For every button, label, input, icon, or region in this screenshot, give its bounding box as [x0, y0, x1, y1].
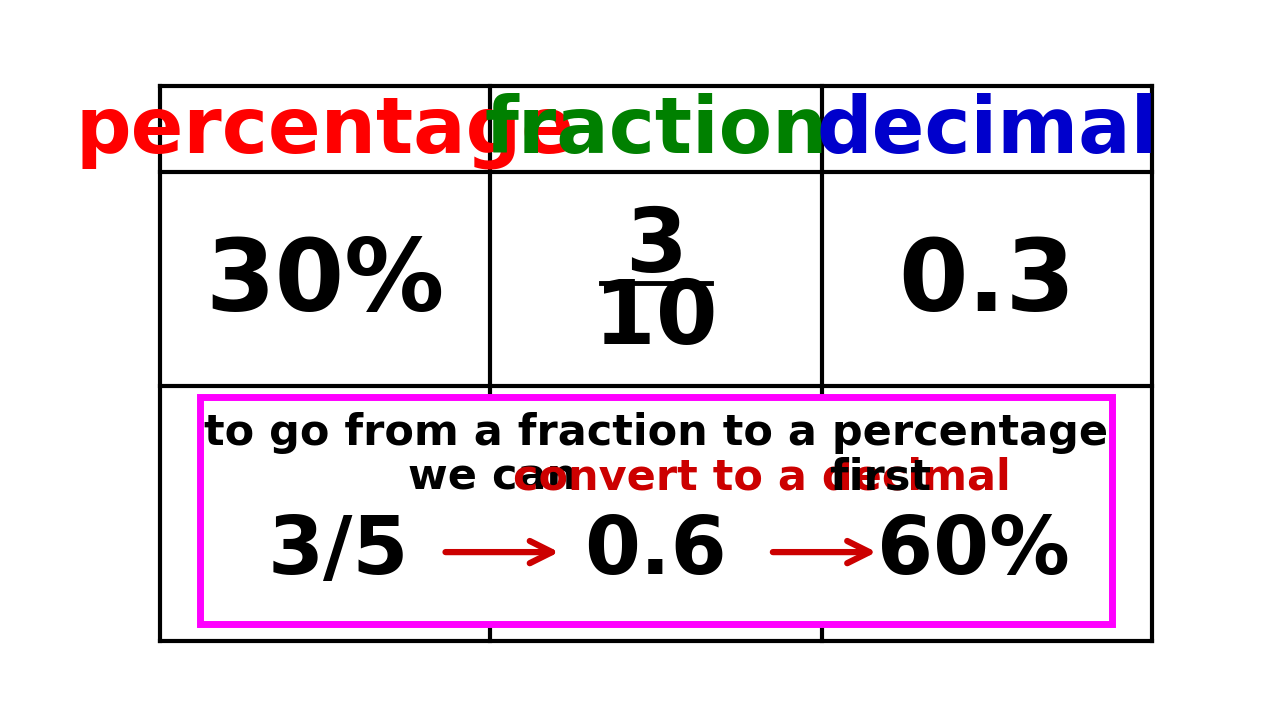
Text: we can: we can [408, 456, 593, 498]
FancyBboxPatch shape [200, 397, 1112, 624]
Text: fraction: fraction [484, 93, 828, 168]
Text: 0.6: 0.6 [585, 513, 727, 591]
Text: 60%: 60% [877, 513, 1070, 591]
Text: to go from a fraction to a percentage: to go from a fraction to a percentage [204, 412, 1108, 454]
Text: convert to a decimal: convert to a decimal [513, 456, 1011, 498]
Text: percentage: percentage [76, 93, 575, 168]
Text: 0.3: 0.3 [899, 235, 1075, 332]
Text: 30%: 30% [206, 235, 444, 332]
Text: 3/5: 3/5 [268, 513, 410, 591]
Text: first: first [815, 456, 931, 498]
Text: 10: 10 [594, 276, 718, 363]
Text: decimal: decimal [817, 93, 1157, 168]
Text: 3: 3 [625, 204, 687, 291]
